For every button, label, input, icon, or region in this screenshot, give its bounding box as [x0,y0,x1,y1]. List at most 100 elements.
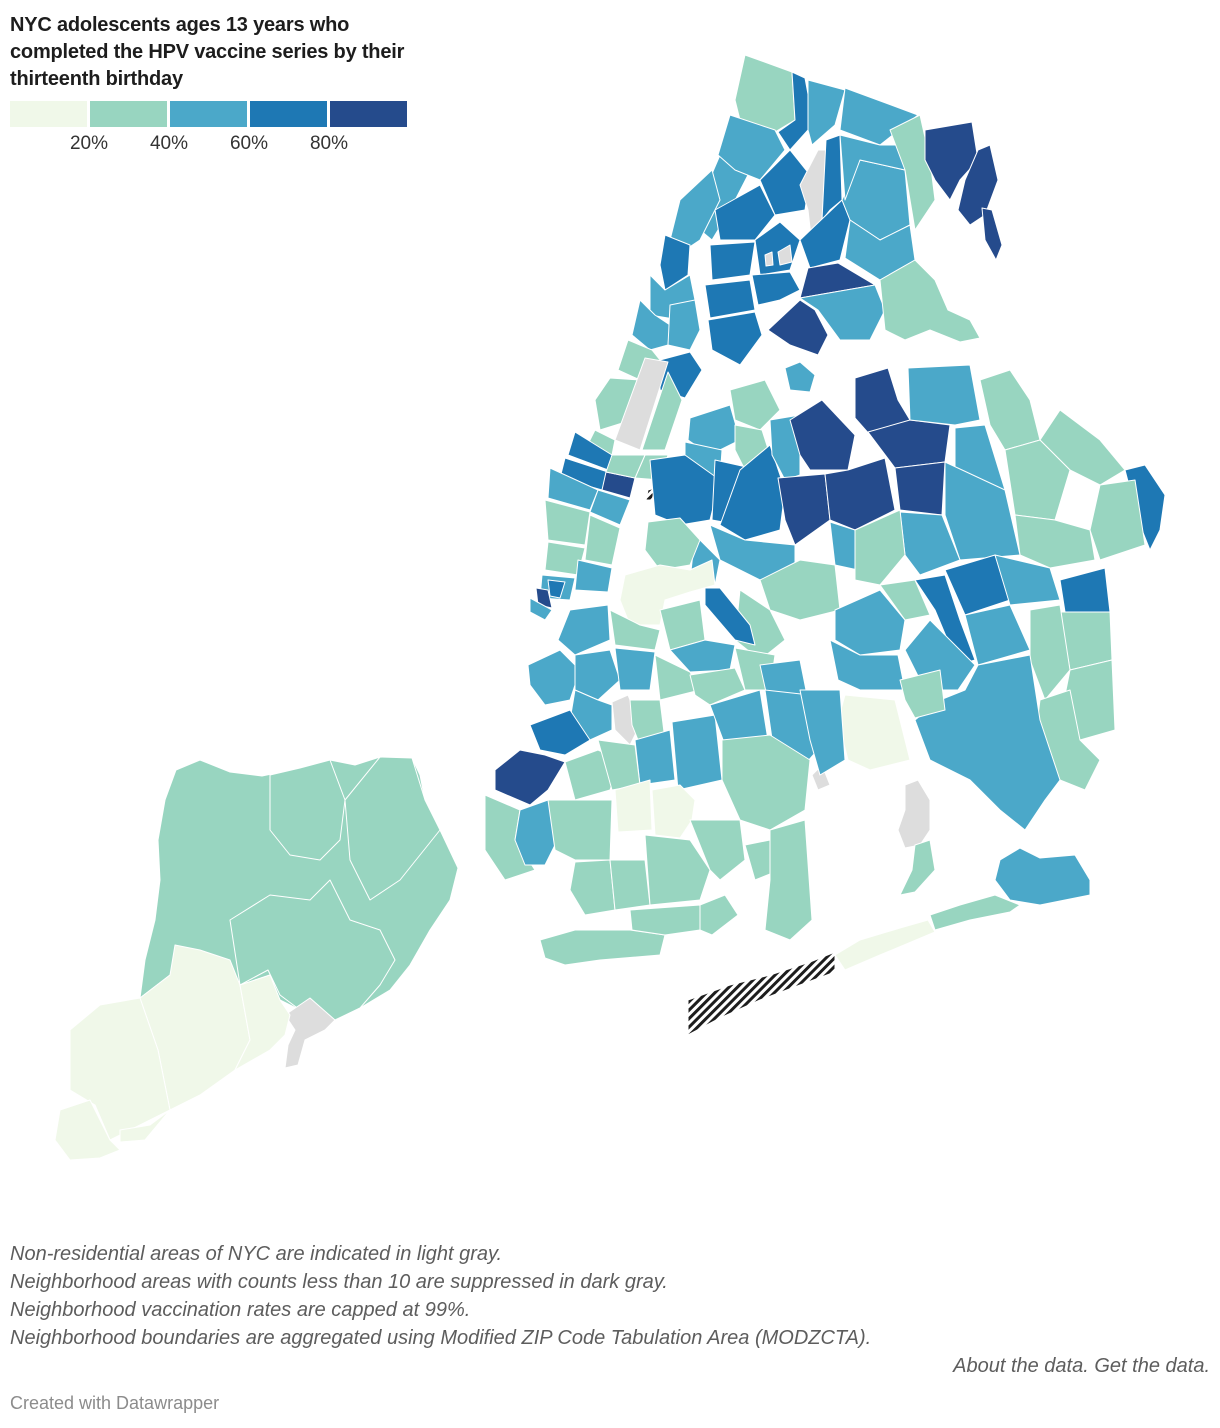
region-bk-bushwick[interactable] [704,587,756,646]
region-mn-chinatown[interactable] [574,559,613,593]
region-bk-flatbush[interactable] [634,729,676,786]
region-bk-bk-heights[interactable] [557,604,611,656]
region-si-south-2[interactable] [234,974,291,1071]
region-bx-bedford[interactable] [821,134,843,221]
region-mn-wash-heights-s[interactable] [659,234,691,291]
region-bk-williamsburg[interactable] [619,559,716,626]
region-bk-east-flatbush[interactable] [671,714,723,791]
region-qn-rockaway-w[interactable] [834,919,936,971]
region-bk-homecrest[interactable] [609,859,651,911]
region-bk-bensonhurst[interactable] [547,799,613,861]
legend-tick-80: 80% [309,133,349,154]
region-bx-hunts-point[interactable] [767,299,829,356]
region-bx-mott-haven[interactable] [707,311,763,366]
region-bx-fordham[interactable] [714,184,776,241]
region-mn-west-village[interactable] [547,467,599,511]
region-bx-castle-hill[interactable] [799,284,886,341]
region-mn-east-village[interactable] [547,579,566,599]
region-qn-rockaway-mid[interactable] [929,894,1021,931]
region-qn-rikers[interactable] [784,361,816,393]
region-bk-greenpoint[interactable] [644,517,701,571]
region-si-mid[interactable] [229,879,396,1021]
region-bk-brighton[interactable] [629,904,701,936]
region-bx-morris[interactable] [704,279,756,319]
datawrapper-credit[interactable]: Created with Datawrapper [10,1393,220,1413]
region-qn-corona[interactable] [824,457,896,531]
region-bk-gravesend[interactable] [569,859,616,916]
region-bx-city-island-2[interactable] [981,207,1003,261]
region-bx-throgs[interactable] [879,259,981,343]
region-qn-kew-gardens[interactable] [879,579,931,621]
region-bk-crown-hts[interactable] [689,667,746,706]
region-qn-broad-channel-2[interactable] [899,839,936,896]
region-mn-les[interactable] [584,514,621,566]
region-bk-sunset-park-n[interactable] [529,709,591,756]
region-qn-rego-park[interactable] [829,521,859,571]
region-qn-bellerose[interactable] [1089,479,1146,561]
region-bk-bed-stuy[interactable] [669,639,736,673]
region-qn-jackson-hts[interactable] [719,444,786,541]
borough-queens [649,361,1166,1036]
region-qn-jamaica[interactable] [964,604,1031,666]
region-bk-red-hook[interactable] [527,649,581,706]
note-suppressed: Neighborhood areas with counts less than… [10,1271,668,1293]
region-qn-lic[interactable] [649,454,721,526]
region-mn-harlem-c[interactable] [667,299,701,351]
about-the-data-link[interactable]: About the data. [953,1355,1095,1377]
region-bx-woodlawn[interactable] [807,79,846,146]
region-si-north-3[interactable] [344,756,441,901]
region-bk-sunset-park[interactable] [494,749,566,806]
region-bx-wakefield[interactable] [777,71,811,151]
region-qn-richmond-hill[interactable] [834,589,906,656]
region-si-south-4[interactable] [54,1099,121,1161]
region-mn-gramercy[interactable] [589,489,631,526]
region-bk-canarsie[interactable] [721,734,811,831]
get-the-data-link[interactable]: Get the data. [1094,1355,1210,1377]
region-qn-st-albans[interactable] [1029,604,1071,701]
region-bx-university[interactable] [709,241,756,281]
region-bk-coney-island[interactable] [539,929,666,966]
region-qn-forest-hills[interactable] [854,509,906,586]
region-bk-prospect-hts[interactable] [614,647,656,691]
region-si-south-3[interactable] [69,997,171,1141]
region-bk-manhattan-beach[interactable] [699,894,739,936]
region-bx-west-farms[interactable] [799,199,851,269]
region-qn-howard-beach[interactable] [837,694,911,771]
region-bx-co-op-city[interactable] [924,121,979,201]
region-qn-flushing-n[interactable] [867,419,951,469]
region-qn-astoria[interactable] [687,404,741,456]
region-bk-east-ny-2[interactable] [799,689,846,776]
region-bx-zoo2 [764,251,774,267]
legend-swatch-40-60 [170,101,247,127]
region-bx-zoo [777,244,793,266]
region-bx-city-island[interactable] [957,144,999,226]
region-qn-oakland[interactable] [1004,439,1071,521]
note-capped: Neighborhood vaccination rates are cappe… [10,1299,471,1321]
region-qn-breezy-point [687,951,836,1036]
region-qn-rockaway-east[interactable] [994,847,1091,906]
region-qn-hollis[interactable] [994,554,1061,606]
region-qn-queens-village[interactable] [1059,567,1111,613]
region-mn-murray[interactable] [605,454,646,479]
region-qn-hollis-hills[interactable] [1014,514,1096,569]
region-qn-elmhurst[interactable] [777,473,831,546]
region-qn-ozone-park[interactable] [899,669,946,719]
region-qn-flushing[interactable] [894,461,946,516]
region-si-north-2[interactable] [269,759,346,861]
region-bk-midwood[interactable] [614,779,653,833]
region-bk-fort-greene[interactable] [609,609,661,651]
nyc-choropleth-map [54,54,1166,1161]
region-bk-park-slope[interactable] [574,649,621,701]
region-mn-ues-1[interactable] [641,371,683,451]
region-bx-crotona[interactable] [751,271,801,306]
region-bx-pelham-bay[interactable] [889,114,936,231]
region-bk-midwood-2[interactable] [651,784,696,839]
region-bk-marine-park[interactable] [689,819,746,881]
region-bk-bergen-beach[interactable] [764,819,813,941]
region-mn-battery[interactable] [529,597,553,621]
region-mn-village[interactable] [544,499,591,546]
region-si-south-5[interactable] [119,1109,171,1143]
region-qn-bayside-w[interactable] [907,364,981,426]
region-qn-briarwood[interactable] [914,574,976,666]
region-bk-sheepshead[interactable] [644,834,711,906]
